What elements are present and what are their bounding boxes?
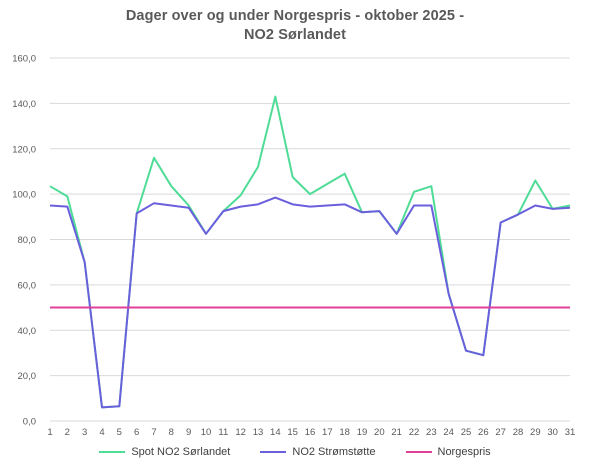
y-tick-label-4: 80,0 xyxy=(18,235,37,246)
series-lines xyxy=(49,95,571,409)
legend-label-spot: Spot NO2 Sørlandet xyxy=(131,446,231,458)
x-tick-label-2: 2 xyxy=(65,427,70,438)
y-tick-label-7: 140,0 xyxy=(12,99,36,110)
legend-item-stromstotte: NO2 Strømstøtte xyxy=(260,446,376,458)
legend: Spot NO2 Sørlandet NO2 Strømstøtte Norge… xyxy=(0,446,590,458)
legend-item-spot: Spot NO2 Sørlandet xyxy=(99,446,230,458)
legend-swatch-stromstotte xyxy=(260,451,287,453)
x-axis-ticks: 1 2 3 4 5 6 7 8 9 10 11 12 13 14 15 16 17 18 19 20 21 22 23 24 2… xyxy=(47,427,575,438)
x-tick-label-26: 26 xyxy=(478,427,489,438)
x-tick-label-31: 31 xyxy=(565,427,576,438)
x-tick-label-5: 5 xyxy=(117,427,122,438)
y-tick-label-1: 20,0 xyxy=(18,371,37,382)
grid-lines xyxy=(50,57,570,422)
x-tick-label-7: 7 xyxy=(151,427,156,438)
y-tick-label-3: 60,0 xyxy=(18,280,37,291)
x-tick-label-6: 6 xyxy=(134,427,139,438)
x-tick-label-8: 8 xyxy=(169,427,174,438)
x-tick-label-28: 28 xyxy=(513,427,524,438)
y-tick-label-2: 40,0 xyxy=(18,326,37,337)
y-axis-ticks: 0,0 20,0 40,0 60,0 80,0 100,0 120,0 140,0 160,0 xyxy=(12,54,36,428)
series-line-1 xyxy=(49,196,571,409)
x-tick-label-30: 30 xyxy=(547,427,558,438)
x-tick-label-18: 18 xyxy=(339,427,350,438)
x-tick-label-10: 10 xyxy=(201,427,212,438)
legend-swatch-spot xyxy=(99,451,126,453)
x-tick-label-13: 13 xyxy=(253,427,264,438)
legend-label-stromstotte: NO2 Strømstøtte xyxy=(292,446,376,458)
x-tick-label-21: 21 xyxy=(391,427,402,438)
legend-swatch-norgespris xyxy=(405,451,432,453)
x-tick-label-14: 14 xyxy=(270,427,281,438)
x-tick-label-20: 20 xyxy=(374,427,385,438)
x-tick-label-16: 16 xyxy=(305,427,316,438)
chart-title-line-2: NO2 Sørlandet xyxy=(243,27,346,43)
x-tick-label-4: 4 xyxy=(99,427,104,438)
x-tick-label-17: 17 xyxy=(322,427,333,438)
x-tick-label-25: 25 xyxy=(461,427,472,438)
chart-title-line-1: Dager over og under Norgespris - oktober… xyxy=(125,8,465,24)
x-tick-label-29: 29 xyxy=(530,427,541,438)
series-line-0 xyxy=(49,95,571,409)
x-tick-label-12: 12 xyxy=(235,427,246,438)
legend-item-norgespris: Norgespris xyxy=(405,446,491,458)
y-tick-label-6: 120,0 xyxy=(12,144,36,155)
x-tick-label-27: 27 xyxy=(495,427,506,438)
x-tick-label-15: 15 xyxy=(287,427,298,438)
x-tick-label-9: 9 xyxy=(186,427,191,438)
x-tick-label-23: 23 xyxy=(426,427,437,438)
y-tick-label-0: 0,0 xyxy=(23,417,36,428)
y-tick-label-8: 160,0 xyxy=(12,54,36,65)
x-tick-label-11: 11 xyxy=(218,427,228,438)
x-tick-label-3: 3 xyxy=(82,427,87,438)
x-tick-label-24: 24 xyxy=(443,427,454,438)
y-tick-label-5: 100,0 xyxy=(12,190,36,201)
legend-label-norgespris: Norgespris xyxy=(437,446,491,458)
x-tick-label-19: 19 xyxy=(357,427,368,438)
x-tick-label-22: 22 xyxy=(409,427,420,438)
x-tick-label-1: 1 xyxy=(47,427,52,438)
